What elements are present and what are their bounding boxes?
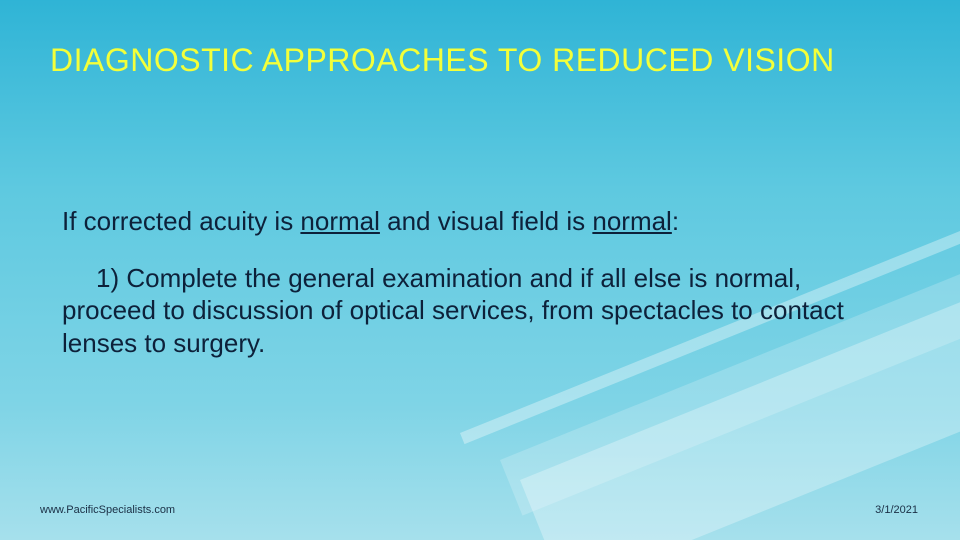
body-item-1: 1) Complete the general examination and … <box>62 262 900 360</box>
intro-line: If corrected acuity is normal and visual… <box>62 205 900 238</box>
intro-text: If corrected acuity is <box>62 206 300 236</box>
footer-url: www.PacificSpecialists.com <box>40 504 175 516</box>
intro-underline-1: normal <box>300 206 379 236</box>
intro-underline-2: normal <box>592 206 671 236</box>
intro-text: and visual field is <box>380 206 592 236</box>
slide-title: DIAGNOSTIC APPROACHES TO REDUCED VISION <box>50 42 920 79</box>
slide: DIAGNOSTIC APPROACHES TO REDUCED VISION … <box>0 0 960 540</box>
slide-body: If corrected acuity is normal and visual… <box>62 205 900 359</box>
footer-date: 3/1/2021 <box>875 504 918 516</box>
intro-text: : <box>672 206 679 236</box>
